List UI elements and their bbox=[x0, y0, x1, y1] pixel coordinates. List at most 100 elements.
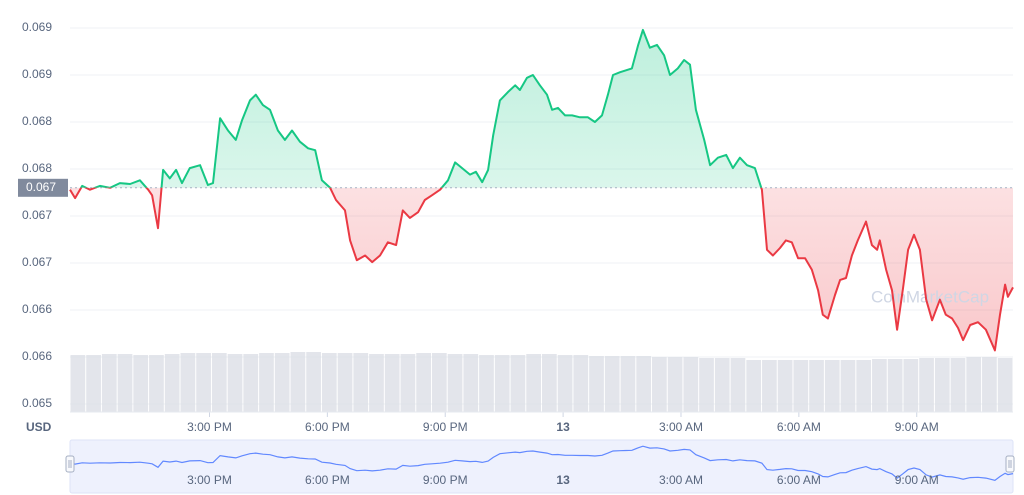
volume-bar bbox=[353, 353, 369, 412]
volume-bar bbox=[840, 360, 856, 412]
volume-bar bbox=[117, 354, 133, 412]
area-down bbox=[70, 187, 1013, 351]
navigator-tick-label: 9:00 AM bbox=[895, 473, 939, 487]
baseline-label-box bbox=[18, 178, 68, 197]
volume-bar bbox=[856, 360, 872, 412]
volume-bar bbox=[526, 354, 541, 412]
volume-bar bbox=[809, 360, 824, 412]
volume-bar bbox=[321, 353, 337, 412]
volume-bar bbox=[557, 355, 573, 412]
navigator-tick-label: 6:00 PM bbox=[305, 473, 350, 487]
volume-bar bbox=[101, 354, 117, 412]
volume-bar bbox=[196, 353, 211, 412]
volume-bar bbox=[86, 355, 101, 412]
volume-bar bbox=[636, 356, 652, 412]
x-tick-label: 3:00 AM bbox=[659, 420, 703, 434]
x-tick-label: 6:00 PM bbox=[305, 420, 350, 434]
volume-bar bbox=[793, 360, 809, 412]
y-tick-label: 0.065 bbox=[22, 396, 52, 410]
volume-bar bbox=[872, 359, 887, 412]
volume-bar bbox=[934, 358, 950, 412]
volume-bar bbox=[243, 354, 259, 412]
volume-bar bbox=[369, 354, 384, 412]
volume-bar bbox=[463, 354, 479, 412]
y-tick-label: 0.069 bbox=[22, 67, 52, 81]
volume-bar bbox=[70, 355, 86, 412]
volume-layer bbox=[70, 352, 1013, 412]
volume-bar bbox=[290, 352, 306, 412]
volume-bar bbox=[416, 353, 431, 412]
volume-bar bbox=[667, 357, 683, 412]
navigator-tick-label: 9:00 PM bbox=[423, 473, 468, 487]
volume-bar bbox=[259, 353, 274, 412]
x-tick-label: 13 bbox=[556, 420, 570, 434]
navigator-tick-label: 3:00 AM bbox=[659, 473, 703, 487]
volume-bar bbox=[966, 357, 982, 412]
volume-bar bbox=[950, 358, 966, 412]
volume-bar bbox=[573, 355, 589, 412]
y-tick-label: 0.067 bbox=[22, 255, 52, 269]
navigator-layer: 3:00 PM 6:00 PM 9:00 PM 13 3:00 AM 6:00 AM 9:0… bbox=[65, 445, 1015, 487]
volume-bar bbox=[997, 358, 1013, 412]
volume-bar bbox=[479, 355, 494, 412]
y-tick-label: 0.067 bbox=[22, 208, 52, 222]
volume-bar bbox=[620, 356, 636, 412]
y-tick-label: 0.068 bbox=[22, 114, 52, 128]
price-line-up bbox=[79, 28, 763, 188]
volume-bar bbox=[149, 355, 164, 412]
y-tick-label: 0.069 bbox=[22, 20, 52, 34]
volume-bar bbox=[824, 360, 840, 412]
x-tick-label: 3:00 PM bbox=[187, 420, 232, 434]
volume-bar bbox=[604, 356, 620, 412]
volume-bar bbox=[699, 358, 714, 412]
volume-bar bbox=[337, 353, 353, 412]
line-layer bbox=[69, 28, 1014, 352]
volume-bar bbox=[762, 360, 777, 412]
navigator-handle[interactable] bbox=[65, 455, 75, 473]
volume-bar bbox=[180, 353, 196, 412]
navigator-tick-label: 3:00 PM bbox=[187, 473, 232, 487]
currency-label: USD bbox=[26, 420, 52, 434]
volume-bar bbox=[887, 359, 903, 412]
navigator-handle[interactable] bbox=[1005, 455, 1015, 473]
volume-bar bbox=[589, 356, 604, 412]
navigator-tick-label: 6:00 AM bbox=[777, 473, 821, 487]
area-up bbox=[70, 29, 1013, 188]
x-tick-label: 6:00 AM bbox=[777, 420, 821, 434]
volume-bar bbox=[494, 355, 510, 412]
baseline-label: 0.067 bbox=[26, 180, 56, 194]
volume-bar bbox=[542, 354, 557, 412]
volume-bar bbox=[306, 352, 321, 412]
volume-bar bbox=[777, 360, 793, 412]
y-tick-label: 0.066 bbox=[22, 302, 52, 316]
volume-bar bbox=[919, 358, 934, 412]
volume-bar bbox=[730, 358, 746, 412]
x-tick-label: 9:00 AM bbox=[895, 420, 939, 434]
volume-bar bbox=[133, 355, 149, 412]
navigator-line bbox=[69, 445, 1014, 481]
volume-bar bbox=[384, 354, 400, 412]
volume-bar bbox=[227, 354, 243, 412]
watermark: CoinMarketCap bbox=[871, 287, 989, 306]
volume-bar bbox=[164, 354, 180, 412]
volume-bar bbox=[903, 359, 919, 412]
volume-bar bbox=[652, 357, 667, 412]
x-tick-label: 9:00 PM bbox=[423, 420, 468, 434]
volume-bar bbox=[431, 353, 447, 412]
price-line-down bbox=[69, 187, 1014, 352]
volume-bar bbox=[683, 357, 699, 412]
y-tick-label: 0.066 bbox=[22, 349, 52, 363]
volume-bar bbox=[211, 353, 227, 412]
area-layer bbox=[70, 29, 1013, 351]
navigator-tick-label: 13 bbox=[556, 473, 570, 487]
volume-bar bbox=[400, 354, 416, 412]
volume-bar bbox=[510, 355, 526, 412]
volume-bar bbox=[746, 360, 762, 412]
volume-bar bbox=[274, 353, 290, 412]
volume-bar bbox=[982, 357, 997, 412]
volume-bar bbox=[714, 358, 730, 412]
axis-layer: 0.069 0.069 0.068 0.068 0.067 0.067 0.066 0.066… bbox=[18, 20, 1013, 434]
volume-bar bbox=[447, 354, 463, 412]
